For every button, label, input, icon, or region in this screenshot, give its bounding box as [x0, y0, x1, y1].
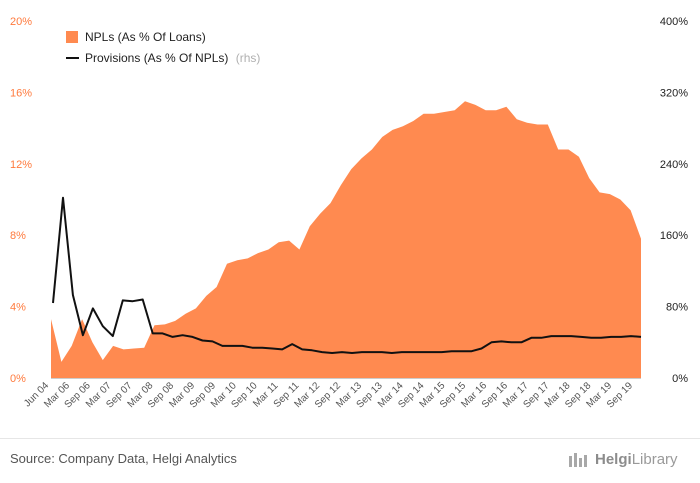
provisions-line	[52, 196, 642, 354]
y-axis-right: 0% 80% 160% 240% 320% 400%	[660, 16, 688, 385]
y-right-tick-label: 160%	[660, 230, 688, 242]
legend-label-npls: NPLs (As % Of Loans)	[85, 30, 206, 44]
y-right-tick-label: 0%	[672, 373, 688, 385]
y-left-tick-label: 16%	[10, 87, 32, 99]
y-left-tick-label: 20%	[10, 16, 32, 28]
y-right-tick-label: 400%	[660, 16, 688, 28]
logo-suffix: Library	[631, 450, 678, 468]
legend-provisions-name: Provisions (As % Of NPLs)	[85, 51, 228, 65]
npl-area-layer	[50, 101, 642, 379]
logo-text: HelgiLibrary	[595, 451, 678, 468]
library-icon	[569, 453, 587, 467]
source-note: Source: Company Data, Helgi Analytics	[10, 451, 237, 466]
legend-label-provisions: Provisions (As % Of NPLs) (rhs)	[85, 51, 260, 65]
y-right-tick-label: 80%	[666, 302, 688, 314]
legend-swatch-npls	[66, 31, 78, 43]
helgi-library-logo[interactable]: HelgiLibrary	[568, 448, 678, 470]
chart: 0% 4% 8% 12% 16% 20% 0% 80% 160% 240% 320% 400% Ju…	[10, 16, 688, 411]
legend-rhs-note: (rhs)	[236, 51, 261, 65]
y-left-tick-label: 0%	[10, 373, 26, 385]
provisions-line-layer	[52, 196, 642, 354]
y-right-tick-label: 240%	[660, 159, 688, 171]
y-left-tick-label: 8%	[10, 230, 26, 242]
logo-prefix: Helgi	[595, 450, 632, 468]
y-left-tick-label: 12%	[10, 159, 32, 171]
y-left-tick-label: 4%	[10, 302, 26, 314]
footer-divider	[0, 438, 700, 439]
npl-area	[51, 101, 641, 379]
legend: NPLs (As % Of Loans) Provisions (As % Of…	[66, 30, 260, 65]
y-right-tick-label: 320%	[660, 87, 688, 99]
y-axis-left: 0% 4% 8% 12% 16% 20%	[10, 16, 32, 385]
